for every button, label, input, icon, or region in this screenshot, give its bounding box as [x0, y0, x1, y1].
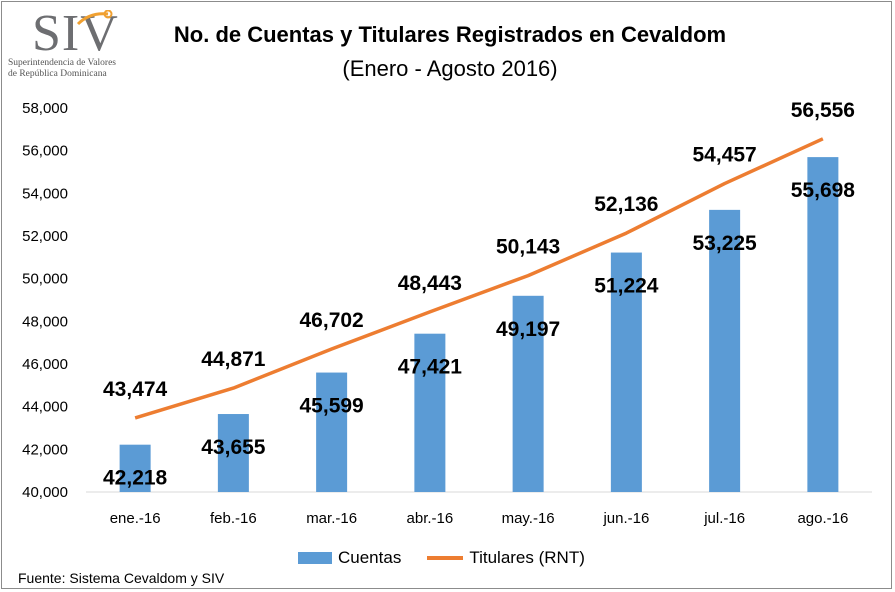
chart-title: No. de Cuentas y Titulares Registrados e… [173, 22, 727, 47]
data-label-titulares: 50,143 [496, 236, 560, 259]
data-label-cuentas: 55,698 [791, 179, 856, 202]
bar-cuentas [414, 333, 446, 492]
chart-plot: 40,000 42,000 44,000 46,000 48,000 50,000 52,0… [22, 99, 872, 527]
legend-label-titulares: Titulares (RNT) [469, 548, 585, 567]
y-tick-label: 42,000 [22, 441, 68, 458]
bar-cuentas [610, 252, 642, 492]
data-label-cuentas: 43,655 [201, 436, 266, 459]
chart-legend: Cuentas Titulares (RNT) [298, 548, 585, 568]
logo-line-2: de República Dominicana [8, 69, 107, 79]
siv-logo: SIV Superintendencia de Valores de Repúb… [8, 5, 148, 82]
bar-cuentas [512, 295, 544, 492]
logo-line-1: Superintendencia de Valores [8, 58, 116, 68]
data-label-cuentas: 49,197 [496, 318, 560, 341]
data-label-titulares: 52,136 [594, 193, 658, 216]
y-tick-label: 50,000 [22, 271, 68, 288]
bar-cuentas [807, 157, 839, 493]
x-tick-label: abr.-16 [407, 510, 454, 527]
line-titulares [134, 137, 824, 420]
data-label-cuentas: 47,421 [398, 356, 463, 379]
bar-cuentas [119, 444, 151, 492]
y-tick-label: 40,000 [22, 484, 68, 501]
legend-swatch-titulares [427, 556, 464, 560]
y-tick-label: 56,000 [22, 143, 68, 160]
data-label-cuentas: 51,224 [594, 275, 659, 298]
x-tick-label: feb.-16 [210, 510, 257, 527]
logo-swoosh-icon [76, 10, 113, 26]
bar-cuentas [709, 209, 741, 492]
data-label-titulares: 48,443 [398, 272, 462, 295]
x-tick-label: jun.-16 [602, 510, 649, 527]
data-label-cuentas: 45,599 [300, 395, 364, 418]
bar-cuentas [316, 372, 348, 492]
y-tick-label: 46,000 [22, 356, 68, 373]
data-label-titulares: 44,871 [201, 348, 266, 371]
bar-cuentas [217, 414, 249, 492]
x-tick-label: ago.-16 [797, 510, 848, 527]
data-label-cuentas: 53,225 [693, 232, 758, 255]
x-tick-label: mar.-16 [306, 510, 357, 527]
y-tick-label: 54,000 [22, 185, 68, 202]
legend-swatch-cuentas [298, 552, 332, 564]
x-tick-label: ene.-16 [110, 510, 161, 527]
data-label-cuentas: 42,218 [103, 467, 168, 490]
x-tick-label: jul.-16 [703, 510, 745, 527]
y-tick-label: 44,000 [22, 399, 68, 416]
x-tick-label: may.-16 [502, 510, 555, 527]
legend-label-cuentas: Cuentas [338, 548, 402, 567]
data-label-titulares: 43,474 [103, 378, 168, 401]
source-note: Fuente: Sistema Cevaldom y SIV [18, 570, 225, 586]
y-tick-label: 48,000 [22, 313, 68, 330]
data-label-titulares: 46,702 [300, 309, 364, 332]
y-tick-label: 58,000 [22, 100, 68, 117]
y-tick-label: 52,000 [22, 228, 68, 245]
data-label-titulares: 54,457 [693, 144, 757, 167]
chart-subtitle: (Enero - Agosto 2016) [342, 56, 558, 81]
data-label-titulares: 56,556 [791, 99, 855, 122]
